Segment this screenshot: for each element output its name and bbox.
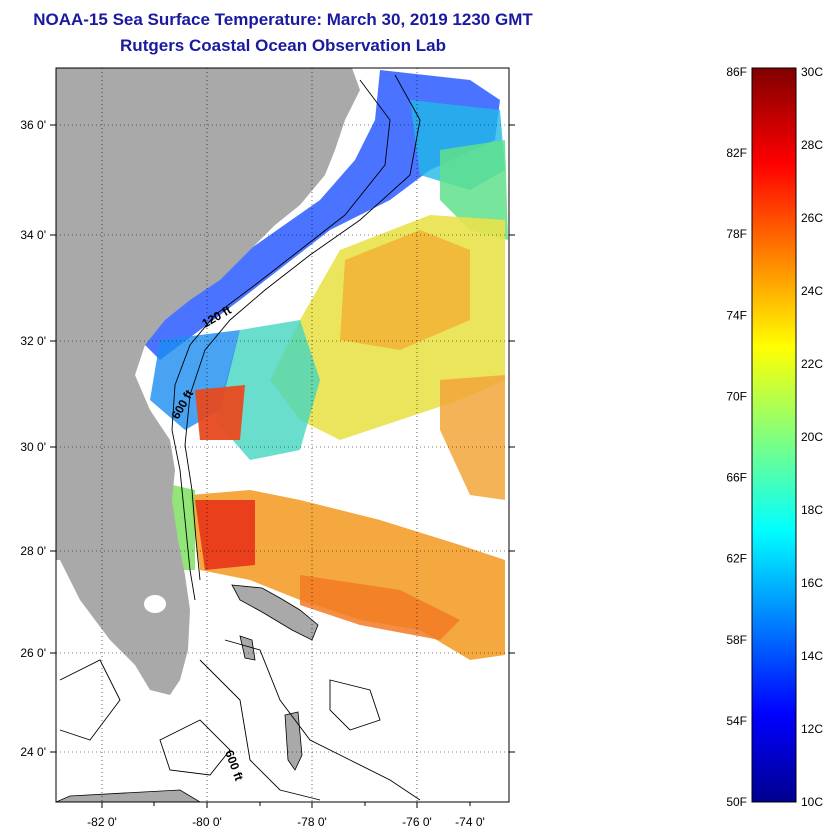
- colorbar-c-label: 12C: [801, 722, 823, 736]
- colorbar-c-label: 18C: [801, 503, 823, 517]
- depth-contours: [59, 74, 421, 801]
- colorbar-c-label: 30C: [801, 65, 823, 79]
- lat-label: 26 0': [20, 646, 46, 660]
- colorbar-labels: 86F 82F 78F 74F 70F 66F 62F 58F 54F 50F 30C 28C 26C 2…: [726, 65, 823, 809]
- colorbar-c-label: 20C: [801, 430, 823, 444]
- colorbar-f-label: 86F: [726, 65, 747, 79]
- lake-okeechobee: [144, 595, 166, 613]
- lat-label: 28 0': [20, 544, 46, 558]
- colorbar-f-label: 50F: [726, 795, 747, 809]
- land-us-coast: [56, 68, 360, 695]
- lat-label: 30 0': [20, 440, 46, 454]
- lon-label: -78 0': [297, 815, 327, 829]
- colorbar-f-label: 54F: [726, 714, 747, 728]
- colorbar-f-label: 70F: [726, 389, 747, 403]
- map-subtitle: Rutgers Coastal Ocean Observation Lab: [120, 36, 446, 55]
- lon-label: -74 0': [455, 815, 485, 829]
- colorbar-c-label: 22C: [801, 357, 823, 371]
- colorbar-c-label: 28C: [801, 138, 823, 152]
- colorbar-c-label: 10C: [801, 795, 823, 809]
- colorbar-f-label: 82F: [726, 146, 747, 160]
- map-frame: [55, 67, 510, 803]
- colorbar-c-label: 16C: [801, 576, 823, 590]
- frame-ticks: [50, 124, 515, 808]
- map-title: NOAA-15 Sea Surface Temperature: March 3…: [33, 10, 533, 29]
- colorbar: [751, 67, 797, 803]
- colorbar-c-label: 24C: [801, 284, 823, 298]
- colorbar-f-label: 66F: [726, 471, 747, 485]
- colorbar-f-label: 78F: [726, 227, 747, 241]
- lon-label: -82 0': [87, 815, 117, 829]
- colorbar-c-label: 26C: [801, 211, 823, 225]
- lat-label: 34 0': [20, 228, 46, 242]
- lon-label: -80 0': [192, 815, 222, 829]
- land-bahamas: [56, 584, 319, 802]
- lat-label: 24 0': [20, 745, 46, 759]
- colorbar-c-label: 14C: [801, 649, 823, 663]
- colorbar-f-label: 74F: [726, 308, 747, 322]
- lat-label: 32 0': [20, 334, 46, 348]
- colorbar-f-label: 58F: [726, 633, 747, 647]
- lon-label: -76 0': [402, 815, 432, 829]
- colorbar-f-label: 62F: [726, 552, 747, 566]
- lat-label: 36 0': [20, 118, 46, 132]
